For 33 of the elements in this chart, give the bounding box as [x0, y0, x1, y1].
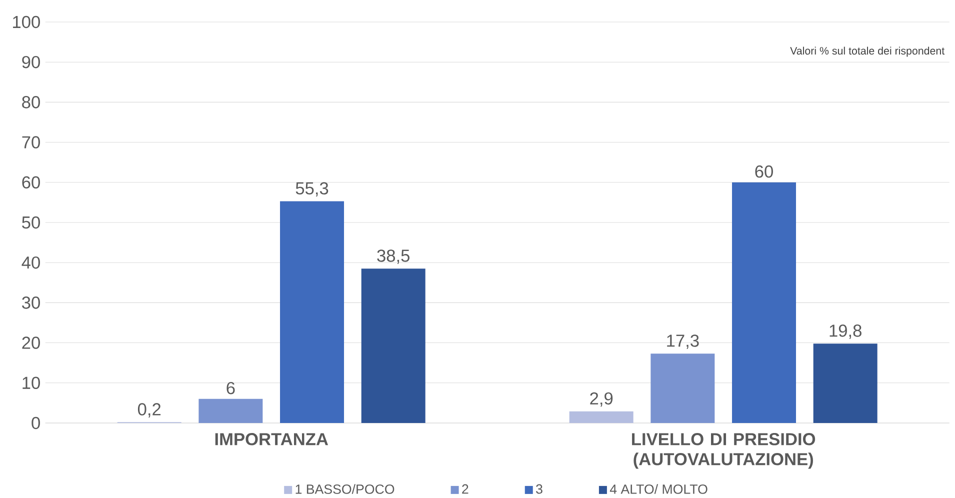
annotation: Valori % sul totale dei rispondent: [790, 46, 945, 57]
x-tick-label: IMPORTANZA: [215, 433, 328, 446]
y-tick-label: 90: [22, 56, 40, 68]
x-tick-label: LIVELLO DI PRESIDIO (AUTOVALUTAZIONE): [632, 433, 816, 469]
y-tick-label: 20: [22, 336, 40, 349]
bar: [198, 398, 263, 423]
data-label: 6: [226, 382, 235, 394]
y-tick-label: 70: [22, 136, 40, 148]
bar: [650, 354, 715, 423]
legend-label: 3: [536, 484, 542, 494]
y-tick-label: 30: [22, 296, 40, 309]
data-label: 38,5: [377, 250, 410, 264]
data-label: 0,2: [138, 403, 161, 418]
legend-label: 4 ALTO/ MOLTO: [610, 484, 708, 494]
legend-label: 2: [462, 484, 468, 494]
y-tick-label: 50: [22, 216, 40, 229]
data-label: 60: [755, 165, 773, 178]
bar: [813, 344, 878, 423]
bar: [732, 182, 796, 423]
data-label: 17,3: [667, 334, 699, 349]
y-tick-label: 0: [32, 416, 40, 430]
data-label: 2,9: [590, 392, 613, 407]
data-label: 19,8: [830, 324, 862, 339]
bar: [361, 268, 426, 423]
legend-label: 1 BASSO/POCO: [296, 484, 394, 494]
y-tick-label: 10: [22, 376, 40, 390]
y-tick-label: 40: [22, 256, 40, 269]
data-label: 55,3: [296, 182, 328, 197]
y-tick-label: 60: [22, 176, 40, 189]
y-tick-label: 100: [13, 16, 40, 28]
bar: [569, 411, 634, 423]
y-tick-label: 80: [22, 96, 40, 108]
bar: [280, 201, 344, 423]
